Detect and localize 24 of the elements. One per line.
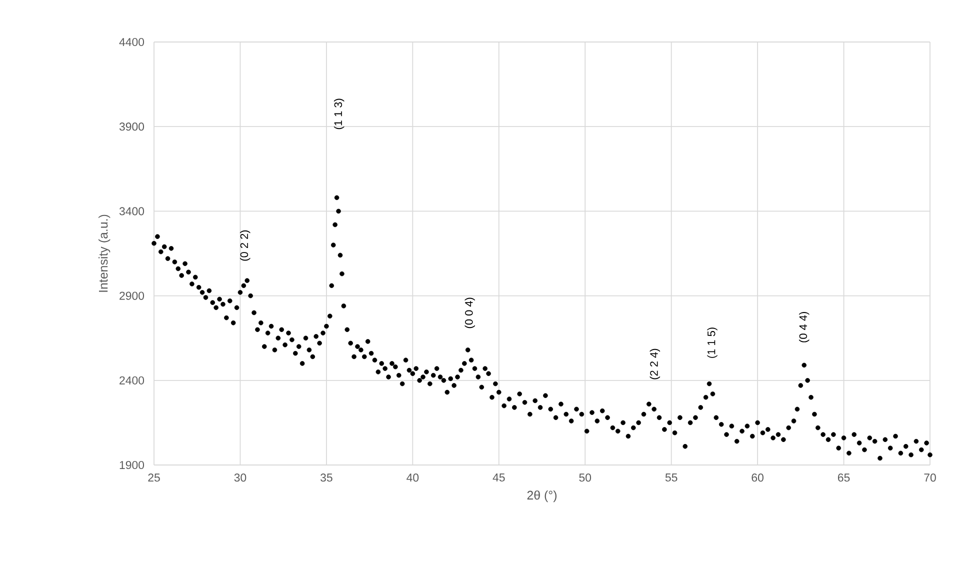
x-tick-label: 60 [752,474,764,482]
x-tick-label: 55 [665,474,678,482]
x-tick-label: 30 [234,474,246,482]
annotation: (1 1 3) [334,98,344,130]
x-tick-label: 35 [320,474,332,482]
y-tick-label: 2400 [120,376,144,384]
x-tick-label: 50 [579,474,592,482]
y-tick-label: 3400 [119,207,144,216]
x-axis-title: 2θ (°) [527,490,557,502]
annotation: (2 2 4) [650,348,660,380]
x-tick-label: 25 [148,474,160,482]
y-axis-title: Intensity (a.u.) [98,214,110,292]
annotation: (0 2 2) [240,230,250,261]
y-tick-label: 4400 [119,38,144,46]
annotation: (0 4 4) [799,312,810,342]
y-tick-label: 3900 [119,122,144,131]
x-tick-label: 45 [492,474,505,482]
x-tick-label: 70 [924,474,936,482]
y-tick-label: 1900 [120,460,144,470]
x-tick-label: 40 [406,474,419,482]
x-tick-label: 65 [838,474,850,482]
annotation: (0 0 4) [464,298,475,328]
y-tick-label: 2900 [120,292,144,300]
annotation: (1 1 5) [707,328,718,358]
